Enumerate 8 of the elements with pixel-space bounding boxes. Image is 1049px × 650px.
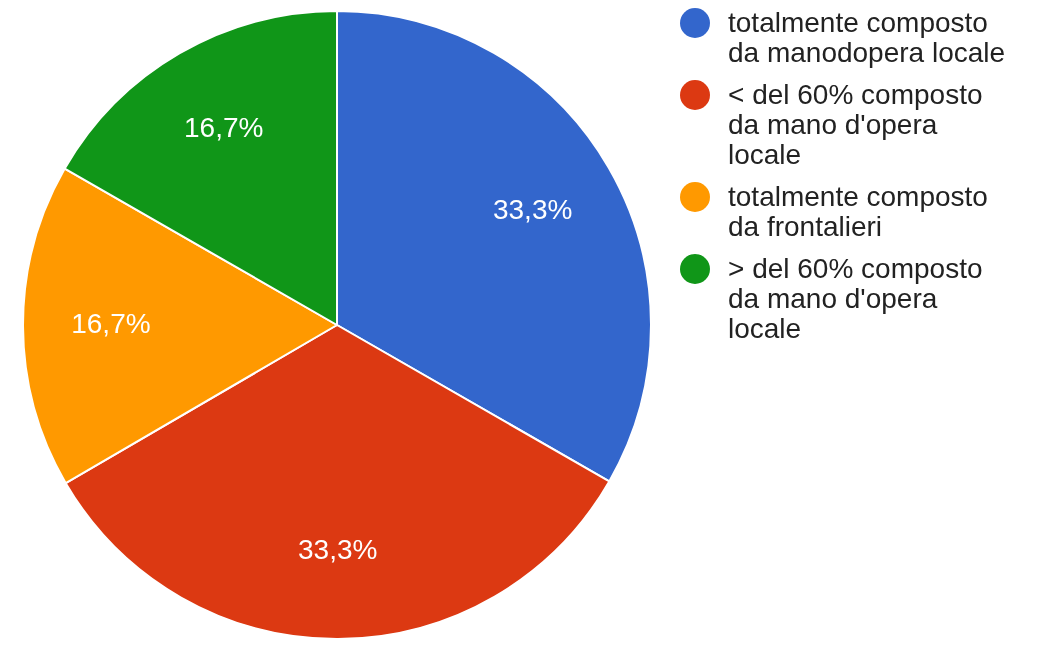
data-label: 33,3% — [298, 533, 378, 565]
legend-label: totalmente composto da manodopera locale — [728, 7, 1007, 68]
data-label: 16,7% — [184, 112, 264, 144]
legend-label: > del 60% composto da mano d'opera locale — [728, 253, 984, 344]
data-label: 33,3% — [492, 194, 573, 226]
legend-label: totalmente composto da frontalieri — [728, 181, 989, 242]
legend-label: < del 60% composto da mano d'opera locale — [728, 79, 984, 170]
data-label: 16,7% — [71, 308, 151, 340]
